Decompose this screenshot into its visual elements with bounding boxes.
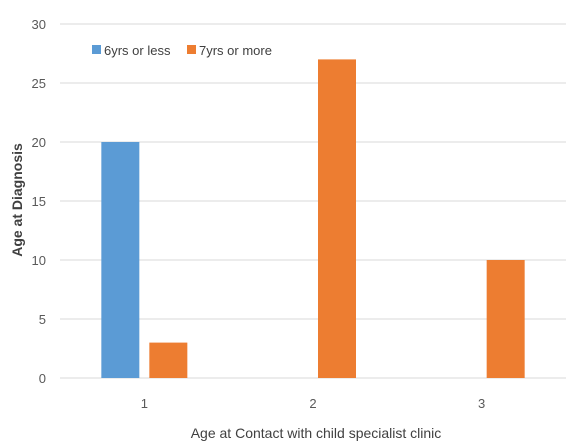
y-tick-label: 30 — [32, 17, 46, 32]
gridlines — [60, 23, 566, 379]
y-tick-label: 5 — [39, 312, 46, 327]
bar — [318, 59, 356, 379]
bars — [101, 59, 525, 379]
x-axis-ticks: 1 2 3 — [141, 396, 486, 411]
y-tick-label: 10 — [32, 253, 46, 268]
y-axis-ticks: 0 5 10 15 20 25 30 — [32, 17, 46, 386]
bar — [101, 142, 140, 378]
y-tick-label: 15 — [32, 194, 46, 209]
x-tick-label: 1 — [141, 396, 148, 411]
bar — [149, 342, 188, 378]
x-tick-label: 3 — [478, 396, 485, 411]
y-axis-label: Age at Diagnosis — [9, 143, 25, 257]
legend-label: 6yrs or less — [104, 43, 171, 58]
legend: 6yrs or less 7yrs or more — [92, 43, 272, 58]
bar — [486, 260, 525, 378]
x-axis-label: Age at Contact with child specialist cli… — [191, 425, 442, 441]
y-tick-label: 20 — [32, 135, 46, 150]
y-tick-label: 25 — [32, 76, 46, 91]
legend-swatch — [92, 45, 101, 54]
x-tick-label: 2 — [309, 396, 316, 411]
legend-swatch — [187, 45, 196, 54]
y-tick-label: 0 — [39, 371, 46, 386]
legend-label: 7yrs or more — [199, 43, 272, 58]
